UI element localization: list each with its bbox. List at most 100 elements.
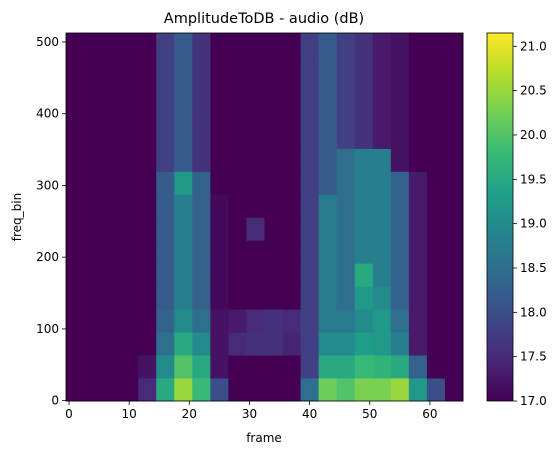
y-tick-label: 300 xyxy=(36,178,59,192)
heatmap-cell xyxy=(390,102,410,126)
heatmap-cell xyxy=(210,148,229,172)
heatmap-cell xyxy=(372,125,392,149)
heatmap-cell xyxy=(246,217,265,241)
y-tick-label: 200 xyxy=(36,250,59,264)
heatmap-cell xyxy=(138,378,157,402)
heatmap-cell xyxy=(264,125,283,149)
heatmap-cell xyxy=(318,378,338,402)
heatmap-cell xyxy=(282,125,301,149)
heatmap-cell xyxy=(138,56,157,81)
heatmap-cell xyxy=(282,148,301,172)
heatmap-cell xyxy=(390,378,410,402)
x-tick-label: 0 xyxy=(65,407,73,421)
heatmap-cell xyxy=(228,217,247,241)
heatmap-cell xyxy=(120,56,139,81)
heatmap-cell xyxy=(408,125,428,149)
heatmap-cell xyxy=(282,240,301,264)
heatmap-cell xyxy=(336,148,356,172)
heatmap-cell xyxy=(156,33,175,58)
heatmap-cell xyxy=(102,56,121,81)
heatmap-cell xyxy=(228,332,247,356)
heatmap-cell xyxy=(318,79,338,103)
heatmap-cell xyxy=(354,171,374,195)
colorbar-tick-label: 17.0 xyxy=(520,394,547,408)
heatmap-cell xyxy=(300,102,320,126)
heatmap-cell xyxy=(120,332,139,356)
heatmap-cell xyxy=(174,355,193,379)
heatmap-cell xyxy=(174,309,193,333)
heatmap-cell xyxy=(426,355,446,379)
colorbar-tick-label: 21.0 xyxy=(520,39,547,53)
heatmap-cell xyxy=(300,217,320,241)
heatmap-cell xyxy=(120,286,139,310)
heatmap-cell xyxy=(282,33,301,58)
heatmap-cell xyxy=(210,263,229,287)
heatmap-cell xyxy=(66,217,85,241)
heatmap-cell xyxy=(282,102,301,126)
heatmap-cell xyxy=(228,125,247,149)
heatmap-cell xyxy=(210,102,229,126)
x-axis-label: frame xyxy=(246,431,282,445)
colorbar xyxy=(486,32,514,402)
heatmap-cell xyxy=(444,309,464,333)
heatmap-cell xyxy=(66,355,85,379)
heatmap-cell xyxy=(300,125,320,149)
heatmap-cell xyxy=(120,102,139,126)
heatmap-cell xyxy=(426,171,446,195)
heatmap-cell xyxy=(354,240,374,264)
heatmap-cell xyxy=(246,148,265,172)
heatmap-cell xyxy=(408,309,428,333)
heatmap-cell xyxy=(156,355,175,379)
heatmap-cell xyxy=(354,194,374,218)
heatmap-cell xyxy=(138,79,157,103)
heatmap-cell xyxy=(84,332,103,356)
heatmap-cell xyxy=(264,56,283,81)
heatmap-cell xyxy=(318,194,338,218)
heatmap-cell xyxy=(228,286,247,310)
y-tick-label: 0 xyxy=(51,394,59,408)
heatmap-cell xyxy=(210,286,229,310)
heatmap-cell xyxy=(66,332,85,356)
heatmap-cell xyxy=(408,240,428,264)
heatmap-cell xyxy=(174,240,193,264)
heatmap-cell xyxy=(228,240,247,264)
heatmap-cell xyxy=(102,102,121,126)
heatmap-cell xyxy=(210,56,229,81)
heatmap-cell xyxy=(408,33,428,58)
heatmap-cell xyxy=(210,355,229,379)
heatmap-cell xyxy=(300,309,320,333)
heatmap-cell xyxy=(174,217,193,241)
heatmap-cell xyxy=(120,194,139,218)
heatmap-cell xyxy=(336,194,356,218)
heatmap-cell xyxy=(390,263,410,287)
heatmap-cell xyxy=(426,56,446,81)
heatmap-cell xyxy=(210,332,229,356)
heatmap-cell xyxy=(300,33,320,58)
heatmap-cell xyxy=(372,171,392,195)
heatmap-cell xyxy=(84,33,103,58)
heatmap-cell xyxy=(282,286,301,310)
heatmap-cell xyxy=(246,102,265,126)
heatmap-cell xyxy=(372,263,392,287)
heatmap-cell xyxy=(264,309,283,333)
heatmap-cell xyxy=(300,194,320,218)
heatmap-cell xyxy=(174,378,193,402)
heatmap-cell xyxy=(120,217,139,241)
heatmap-cell xyxy=(336,240,356,264)
heatmap-cell xyxy=(408,102,428,126)
heatmap-cell xyxy=(390,217,410,241)
heatmap-cell xyxy=(174,286,193,310)
colorbar-tick-label: 18.0 xyxy=(520,305,547,319)
heatmap-cell xyxy=(300,240,320,264)
heatmap-cell xyxy=(354,355,374,379)
heatmap-cell xyxy=(282,56,301,81)
heatmap-cell xyxy=(102,148,121,172)
heatmap-cell xyxy=(336,309,356,333)
heatmap-cell xyxy=(444,263,464,287)
heatmap-cell xyxy=(444,217,464,241)
heatmap-cell xyxy=(264,148,283,172)
heatmap-cell xyxy=(228,309,247,333)
heatmap-cell xyxy=(264,240,283,264)
heatmap-cell xyxy=(66,194,85,218)
heatmap-cell xyxy=(372,378,392,402)
